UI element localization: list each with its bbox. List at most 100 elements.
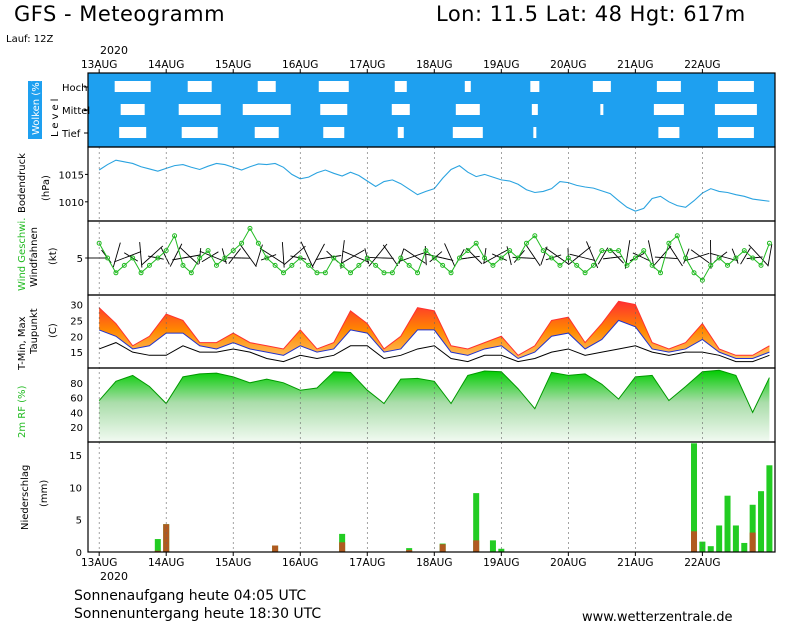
- wind-speed-point: [632, 255, 638, 261]
- wind-speed-point: [381, 270, 387, 276]
- wind-barb-tail: [603, 257, 611, 260]
- wind-tick-label: 5: [77, 254, 83, 265]
- wind-speed-point: [473, 240, 479, 246]
- wind-barb-tail: [683, 257, 687, 264]
- wind-barb: [368, 256, 385, 259]
- wind-barb-tail: [358, 257, 370, 263]
- wind-barb: [404, 248, 418, 259]
- wind-speed-point: [599, 248, 605, 254]
- wind-speed-point: [130, 255, 136, 261]
- wind-barb-tail: [260, 257, 267, 261]
- wind-speed-point: [280, 270, 286, 276]
- cloud-gap-mittel: [600, 104, 604, 115]
- x-tick-label-bottom: 22AUG: [684, 557, 720, 569]
- cloud-gap-hoch: [656, 81, 681, 92]
- wind-speed-point: [616, 248, 622, 254]
- pressure-tick-label: 1015: [59, 170, 84, 181]
- precip-bar: [766, 465, 773, 552]
- wind-barb: [341, 240, 345, 259]
- cloud-gap-tief: [119, 127, 147, 138]
- wind-barb: [768, 244, 773, 259]
- cloud-gap-mittel: [531, 104, 538, 115]
- wind-barb: [444, 243, 452, 259]
- wind-speed-point: [197, 255, 203, 261]
- precip-ylabel2: (mm): [39, 480, 50, 507]
- wind-speed-point: [113, 270, 119, 276]
- panel-frame-precipitation: [87, 441, 776, 553]
- wind-speed-point: [180, 262, 186, 268]
- cloud-gap-mittel: [178, 104, 221, 115]
- wind-barb-tail: [216, 257, 227, 263]
- wind-barb-tail: [249, 257, 257, 268]
- wind-speed-point: [590, 262, 596, 268]
- wind-speed-point: [306, 262, 312, 268]
- wind-barb: [465, 247, 477, 259]
- wind-barb-tail: [746, 257, 753, 260]
- wind-barb: [512, 256, 527, 259]
- cloud-gap-mittel: [714, 104, 757, 115]
- wind-barb: [350, 249, 365, 259]
- pressure-ylabel: Bodendruck: [17, 153, 28, 213]
- wind-speed-point: [297, 255, 303, 261]
- wind-speed-point: [406, 262, 412, 268]
- temp-ylabel: T-Min, Max: [17, 316, 28, 371]
- wind-speed-point: [733, 255, 739, 261]
- wind-speed-point: [456, 255, 462, 261]
- wind-speed-point: [708, 262, 714, 268]
- wind-barb: [626, 240, 631, 259]
- wind-speed-point: [222, 255, 228, 261]
- wind-barb: [654, 256, 669, 259]
- x-tick-label-top: 22AUG: [684, 59, 720, 71]
- cloud-gap-hoch: [592, 81, 611, 92]
- precip-tick-label: 0: [76, 548, 82, 559]
- x-tick-label-top: 16AUG: [282, 59, 318, 71]
- wind-speed-point: [565, 255, 571, 261]
- precip-convective-bar: [749, 532, 756, 552]
- precip-bar: [758, 491, 765, 552]
- wind-speed-point: [750, 255, 756, 261]
- cloud-gap-hoch: [717, 81, 754, 92]
- cloud-gap-tief: [254, 127, 279, 138]
- precip-bar: [724, 495, 731, 552]
- wind-speed-point: [549, 255, 555, 261]
- humidity-line: [98, 369, 770, 414]
- sunset-text: Sonnenuntergang heute 18:30 UTC: [74, 606, 322, 622]
- temp-tick-label: 20: [70, 332, 83, 343]
- precip-convective-bar: [439, 544, 446, 552]
- wind-barb: [257, 244, 263, 259]
- humidity-area: [99, 370, 770, 442]
- wind-barb: [647, 240, 653, 259]
- wind-speed-point: [649, 262, 655, 268]
- wind-barb-tail: [653, 257, 661, 266]
- cloud-gap-hoch: [257, 81, 276, 92]
- x-tick-label-bottom: 21AUG: [617, 557, 653, 569]
- wind-speed-point: [440, 262, 446, 268]
- wind-speed-point: [121, 262, 127, 268]
- wind-speed-point: [272, 262, 278, 268]
- wind-speed-point: [515, 255, 521, 261]
- precip-bar: [707, 546, 714, 552]
- wind-barb: [207, 251, 219, 259]
- wind-barb: [115, 242, 121, 259]
- wind-barb-tail: [534, 257, 541, 267]
- wind-speed-point: [557, 262, 563, 268]
- dewpoint-line: [98, 342, 770, 363]
- wind-speed-point: [255, 240, 261, 246]
- wind-barb: [291, 245, 306, 259]
- wind-speed-point: [507, 248, 513, 254]
- wind-barb-tail: [255, 257, 259, 267]
- temp-ylabel2: (C): [48, 323, 59, 338]
- wind-barb: [182, 254, 201, 259]
- temp-tick-label: 30: [70, 301, 83, 312]
- cloud-gap-tief: [658, 127, 680, 138]
- wind-barb-tail: [735, 257, 739, 264]
- wind-speed-point: [264, 255, 270, 261]
- temp-max-line: [98, 300, 770, 356]
- temp-min-line: [98, 319, 770, 360]
- wind-speed-point: [188, 270, 194, 276]
- cloud-ylabel2: Level: [50, 96, 61, 137]
- wind-barb: [325, 255, 342, 259]
- year-label-bottom: 2020: [100, 570, 128, 583]
- wind-barb-tail: [668, 257, 678, 260]
- precip-bar: [732, 525, 739, 552]
